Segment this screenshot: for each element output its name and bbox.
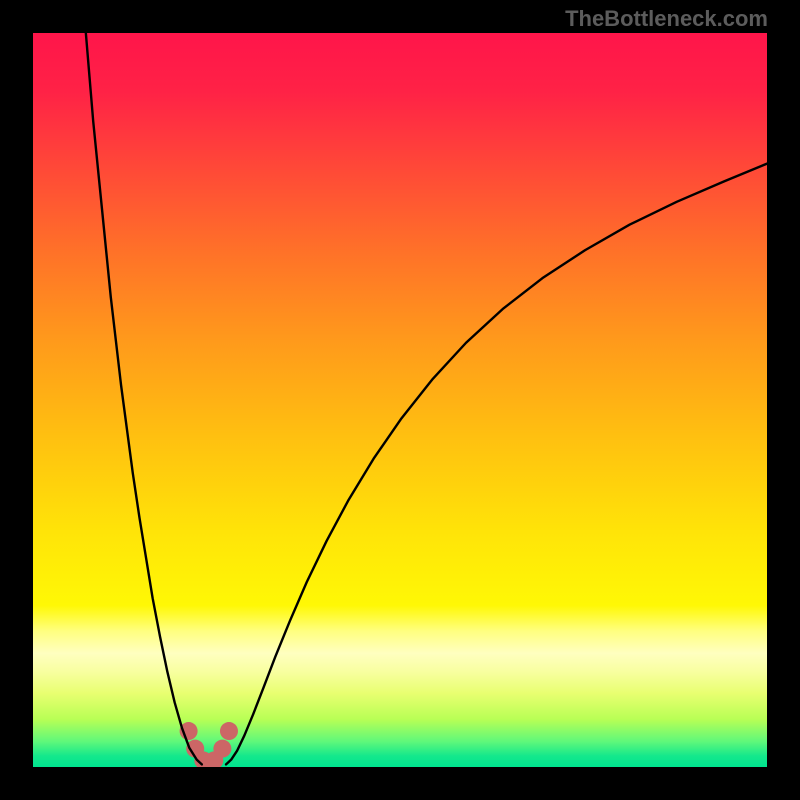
watermark-text: TheBottleneck.com — [565, 6, 768, 32]
marker-dot — [213, 740, 231, 758]
left-curve-path — [86, 33, 202, 764]
plot-area — [33, 33, 767, 767]
right-curve-path — [226, 164, 767, 765]
marker-dot — [220, 722, 238, 740]
curve-layer — [33, 33, 767, 767]
